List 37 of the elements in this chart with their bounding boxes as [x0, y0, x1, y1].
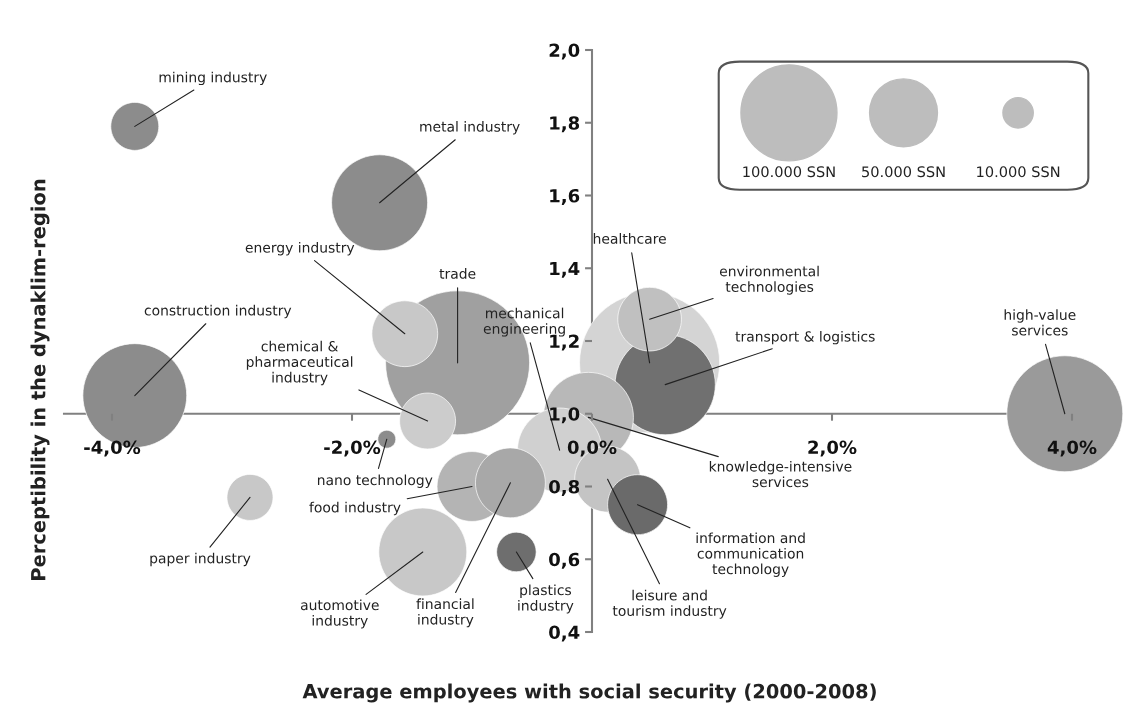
annotation: plastics industry	[518, 584, 574, 614]
x-tick-label: -4,0%	[84, 440, 141, 457]
annotation: chemical & pharmaceutical industry	[246, 340, 353, 386]
x-axis-title: Average employees with social security (2000-2008)	[302, 683, 876, 703]
annotation: metal industry	[420, 121, 520, 135]
legend-label: 10.000 SSN	[977, 166, 1060, 178]
annotation: trade	[439, 268, 476, 279]
annotation: financial industry	[416, 598, 474, 628]
y-tick-label: 0,6	[549, 552, 580, 569]
legend-label: 50.000 SSN	[862, 166, 945, 178]
y-tick-label: 1,4	[550, 261, 580, 278]
annotation: healthcare	[593, 233, 666, 244]
annotation: knowledge-intensive services	[709, 460, 852, 488]
annotation: leisure and tourism industry	[612, 589, 727, 619]
y-tick-label: 0,8	[549, 479, 580, 496]
y-tick-label: 1,8	[550, 116, 580, 133]
x-tick-label: 0,0%	[567, 440, 617, 457]
annotation: food industry	[309, 501, 401, 516]
x-tick-label: 2,0%	[808, 440, 857, 457]
y-tick-label: 1,0	[550, 407, 580, 424]
annotation: environmental technologies	[719, 265, 819, 295]
annotation: information and communication technology	[696, 532, 805, 577]
y-axis-title: Perceptibility in the dynaklim-region	[30, 179, 50, 580]
annotation: nano technology	[317, 474, 433, 488]
y-tick-label: 0,4	[549, 625, 580, 642]
legend-label: 100.000 SSN	[743, 166, 835, 178]
annotation: construction industry	[144, 304, 292, 319]
annotation: automotive industry	[300, 599, 379, 629]
annotation: energy industry	[245, 242, 355, 256]
y-tick-label: 2,0	[549, 43, 580, 60]
annotation: high-value services	[1004, 309, 1076, 336]
x-tick-label: 4,0%	[1047, 440, 1097, 457]
annotation: paper industry	[150, 552, 251, 567]
x-tick-label: -2,0%	[324, 440, 381, 457]
y-tick-label: 1,6	[550, 188, 580, 205]
annotation: transport & logistics	[735, 330, 875, 345]
annotation: mining industry	[159, 71, 267, 86]
